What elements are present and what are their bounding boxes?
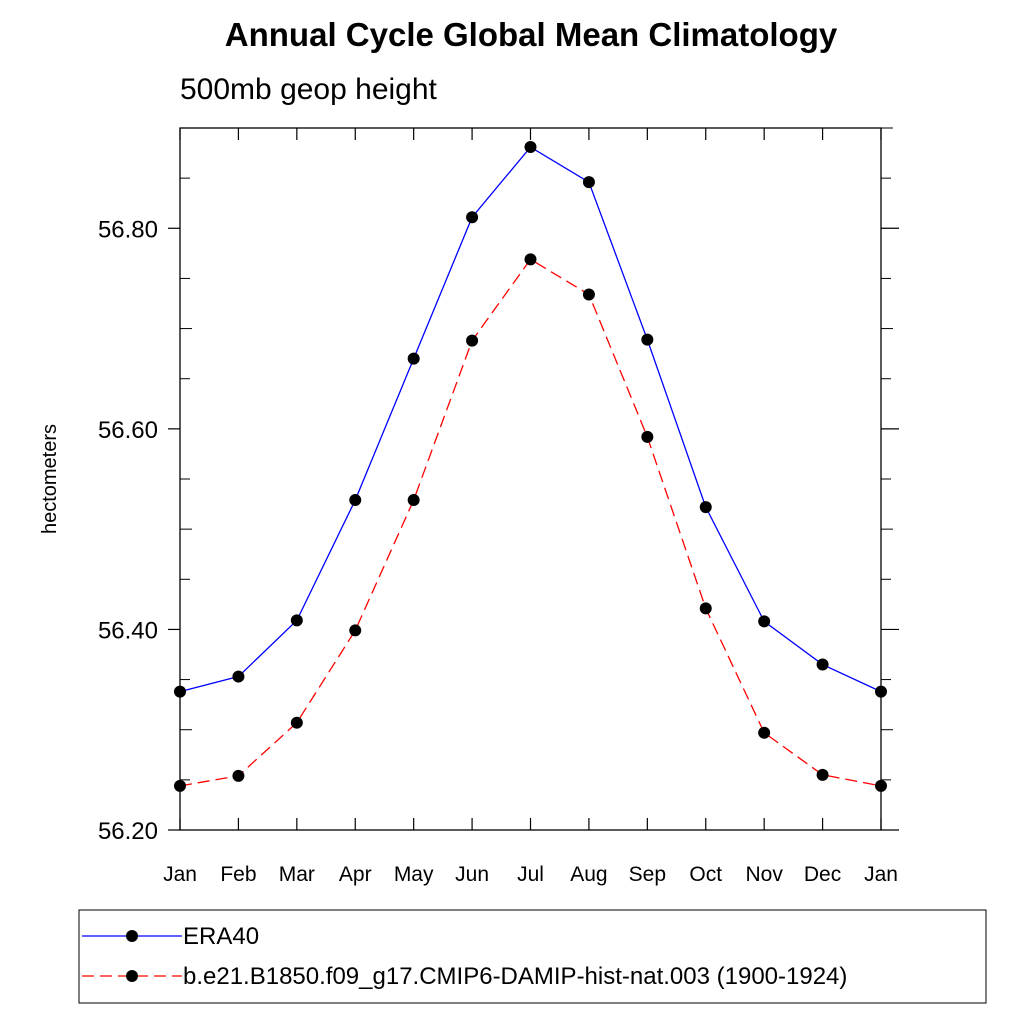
data-point-1 [174, 779, 186, 792]
data-point-1 [875, 779, 887, 792]
legend-box [78, 909, 987, 1004]
y-tick-label: 56.60 [98, 417, 158, 444]
series-layer [174, 141, 887, 792]
x-tick-label: Jan [864, 863, 898, 886]
data-point-0 [875, 685, 887, 698]
data-point-0 [641, 333, 654, 346]
data-point-0 [758, 615, 771, 628]
chart-subtitle: 500mb geop height [180, 73, 438, 106]
legend-label-era40: ERA40 [183, 923, 259, 950]
legend-item-model: b.e21.B1850.f09_g17.CMIP6-DAMIP-hist-nat… [82, 963, 847, 990]
y-tick-label: 56.80 [98, 216, 158, 243]
data-point-1 [349, 624, 362, 637]
x-tick-label: Mar [279, 863, 315, 886]
x-tick-label: Jan [163, 863, 197, 886]
series-line-1 [179, 258, 882, 787]
x-tick-label: May [394, 863, 434, 886]
y-tick-label: 56.20 [98, 818, 158, 845]
data-point-0 [582, 176, 595, 189]
data-point-1 [290, 716, 303, 729]
data-point-0 [524, 141, 537, 154]
x-tick-label: Dec [804, 863, 841, 886]
legend-marker-era40 [126, 930, 138, 942]
data-point-1 [582, 288, 595, 301]
data-point-0 [407, 352, 420, 365]
x-tick-label: Sep [629, 863, 666, 886]
y-axis-label: hectometers [39, 424, 61, 534]
data-point-1 [699, 602, 712, 615]
y-tick-label: 56.40 [98, 617, 158, 644]
data-point-0 [349, 494, 362, 507]
chart-title: Annual Cycle Global Mean Climatology [225, 16, 838, 53]
y-tick-labels: 56.20 56.40 56.60 56.80 [98, 216, 158, 845]
data-point-1 [641, 430, 654, 443]
x-tick-label: Apr [339, 863, 372, 886]
data-point-0 [174, 685, 186, 698]
series-line-0 [179, 146, 882, 693]
data-point-0 [699, 501, 712, 514]
x-tick-label: Jul [517, 863, 544, 886]
data-point-1 [758, 726, 771, 739]
plot-frame [179, 127, 882, 831]
x-tick-label: Nov [745, 863, 783, 886]
data-point-1 [466, 334, 479, 347]
x-tick-labels: Jan Feb Mar Apr May Jun Jul Aug Sep Oct Nov Dec Jan [163, 863, 898, 886]
legend-item-era40: ERA40 [82, 923, 259, 950]
data-point-0 [816, 658, 829, 671]
x-tick-label: Aug [570, 863, 607, 886]
x-tick-label: Jun [455, 863, 489, 886]
data-point-1 [816, 768, 829, 781]
x-tick-label: Oct [689, 863, 722, 886]
data-point-1 [232, 769, 245, 782]
data-point-1 [524, 253, 537, 266]
data-point-0 [290, 614, 303, 627]
data-point-1 [407, 494, 420, 507]
legend-label-model: b.e21.B1850.f09_g17.CMIP6-DAMIP-hist-nat… [183, 963, 847, 990]
x-tick-label: Feb [220, 863, 256, 886]
axis-ticks [168, 127, 899, 831]
data-point-0 [466, 211, 479, 224]
legend-marker-model [126, 970, 138, 982]
data-point-0 [232, 670, 245, 683]
